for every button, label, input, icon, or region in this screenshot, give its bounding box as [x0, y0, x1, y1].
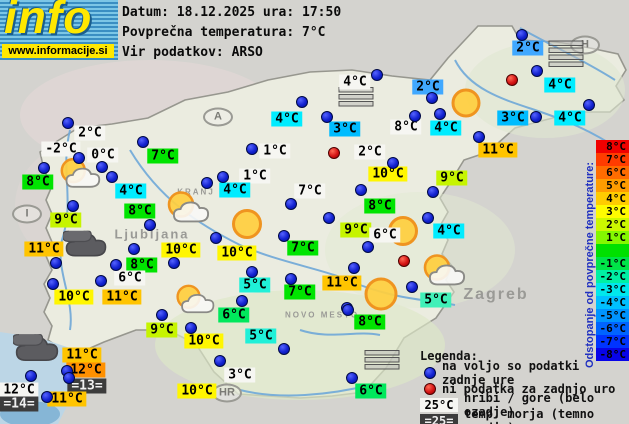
- scale-step: -3°C: [596, 283, 629, 296]
- mountain-temp-sample-box: 25°C: [420, 398, 458, 412]
- scale-step: -4°C: [596, 296, 629, 309]
- lowland-e: [325, 192, 515, 308]
- legend-item: =25= temp. morja (temno ozadje): [420, 407, 629, 424]
- scale-step: 5°C: [596, 179, 629, 192]
- scale-step: 3°C: [596, 205, 629, 218]
- red-dot-icon: [424, 383, 436, 395]
- blue-dot-icon: [424, 367, 436, 379]
- legend-item-text: na voljo so podatki zadnje ure: [442, 359, 580, 387]
- temperature-deviation-scale: 8°C 7°C 6°C 5°C 4°C 3°C 2°C 1°C -1°C -2°C -3°C -4°C…: [596, 140, 629, 361]
- scale-step: 4°C: [596, 192, 629, 205]
- scale-step: -6°C: [596, 322, 629, 335]
- legend-item-text: hribi / gore (belo ozadje): [464, 391, 595, 419]
- scale-title-vertical: Odstopanje od povprečne temperature:: [584, 162, 596, 368]
- lowland-ne: [465, 42, 625, 138]
- scale-step: -2°C: [596, 270, 629, 283]
- legend-title: Legenda:: [420, 349, 478, 363]
- header-data-source-line: Vir podatkov: ARSO: [122, 45, 263, 60]
- logo-url-link[interactable]: www.informacije.si: [2, 44, 114, 58]
- header-average-temp-line: Povprečna temperatura: 7°C: [122, 25, 326, 40]
- scale-step: 2°C: [596, 218, 629, 231]
- legend-item: na voljo so podatki zadnje ure: [420, 359, 629, 387]
- scale-step: -7°C: [596, 335, 629, 348]
- legend-item: ni podatka za zadnjo uro: [420, 381, 629, 397]
- scale-step: 7°C: [596, 153, 629, 166]
- scale-step: -5°C: [596, 309, 629, 322]
- legend: Legenda: na voljo so podatki zadnje ure n…: [420, 349, 629, 424]
- scale-step: -1°C: [596, 257, 629, 270]
- header-date-line: Datum: 18.12.2025 ura: 17:50: [122, 5, 342, 20]
- sea-temp-sample-box: =25=: [420, 414, 458, 424]
- site-logo[interactable]: info www.informacije.si: [0, 0, 118, 60]
- legend-item: 25°C hribi / gore (belo ozadje): [420, 391, 629, 419]
- legend-item-text: ni podatka za zadnjo uro: [442, 382, 616, 396]
- scale-step: 1°C: [596, 231, 629, 244]
- scale-step: [596, 244, 629, 257]
- logo-word: info: [4, 0, 93, 43]
- scale-step: 6°C: [596, 166, 629, 179]
- scale-step: 8°C: [596, 140, 629, 153]
- legend-item-text: temp. morja (temno ozadje): [464, 407, 595, 424]
- scale-step: -8°C: [596, 348, 629, 361]
